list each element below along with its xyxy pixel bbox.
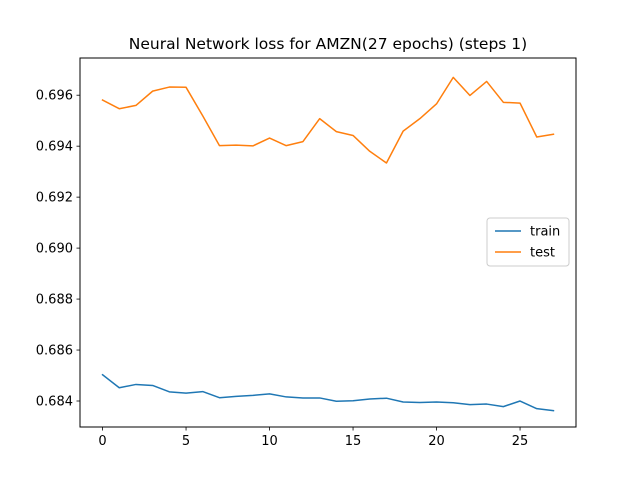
x-tick-label: 25 bbox=[512, 434, 529, 449]
y-tick-label: 0.692 bbox=[36, 191, 73, 206]
series-line-train bbox=[101, 373, 555, 412]
x-tick-label: 15 bbox=[345, 434, 362, 449]
y-tick-label: 0.686 bbox=[36, 344, 73, 359]
x-tick-label: 0 bbox=[98, 434, 106, 449]
y-tick-label: 0.690 bbox=[36, 242, 73, 257]
y-axis-ticks: 0.684 0.686 0.688 0.690 0.692 0.694 0.696 bbox=[36, 89, 80, 410]
axes-frame bbox=[79, 57, 577, 428]
y-tick-label: 0.684 bbox=[36, 395, 73, 410]
y-tick-label: 0.696 bbox=[36, 89, 73, 104]
legend: train test bbox=[486, 217, 570, 267]
legend-label-test: test bbox=[530, 246, 555, 261]
chart-title: Neural Network loss for AMZN(27 epochs) … bbox=[129, 35, 527, 53]
legend-label-train: train bbox=[530, 225, 560, 240]
x-tick-label: 10 bbox=[261, 434, 278, 449]
y-tick-label: 0.688 bbox=[36, 293, 73, 308]
series-line-test bbox=[101, 76, 555, 164]
y-tick-label: 0.694 bbox=[36, 140, 73, 155]
x-tick-label: 5 bbox=[182, 434, 190, 449]
plot-lines bbox=[101, 76, 555, 412]
x-axis-ticks: 0 5 10 15 20 25 bbox=[98, 427, 528, 449]
legend-box bbox=[486, 217, 570, 267]
x-tick-label: 20 bbox=[428, 434, 445, 449]
